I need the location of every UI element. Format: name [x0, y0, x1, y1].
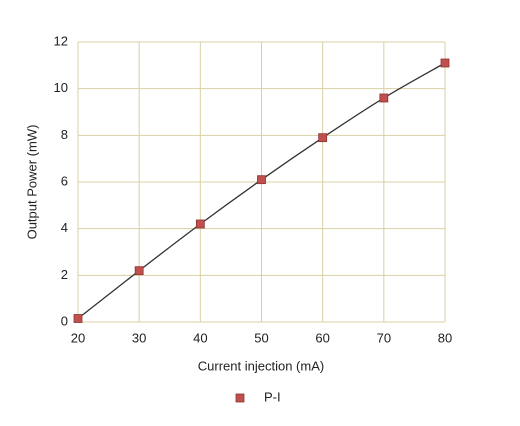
x-tick-label: 50 — [254, 330, 268, 345]
x-tick-label: 30 — [132, 330, 146, 345]
data-point — [440, 58, 450, 68]
legend-marker — [235, 393, 245, 403]
legend-label: P-I — [264, 389, 281, 404]
x-tick-label: 40 — [193, 330, 207, 345]
x-tick-label: 60 — [315, 330, 329, 345]
data-point — [318, 133, 328, 143]
x-tick-label: 20 — [71, 330, 85, 345]
data-point — [195, 219, 205, 229]
data-point — [379, 93, 389, 103]
data-point — [134, 266, 144, 276]
x-tick-label: 80 — [438, 330, 452, 345]
y-tick-label: 8 — [61, 127, 68, 142]
y-tick-label: 2 — [61, 267, 68, 282]
data-point — [73, 314, 83, 323]
y-tick-label: 0 — [61, 313, 68, 328]
x-tick-label: 70 — [377, 330, 391, 345]
x-axis-title: Current injection (mA) — [198, 358, 324, 373]
y-tick-label: 12 — [54, 33, 68, 48]
data-point — [257, 175, 266, 185]
y-tick-label: 6 — [61, 173, 68, 188]
y-tick-label: 4 — [61, 220, 68, 235]
y-tick-label: 10 — [54, 80, 68, 95]
y-axis-title: Output Power (mW) — [24, 125, 39, 240]
